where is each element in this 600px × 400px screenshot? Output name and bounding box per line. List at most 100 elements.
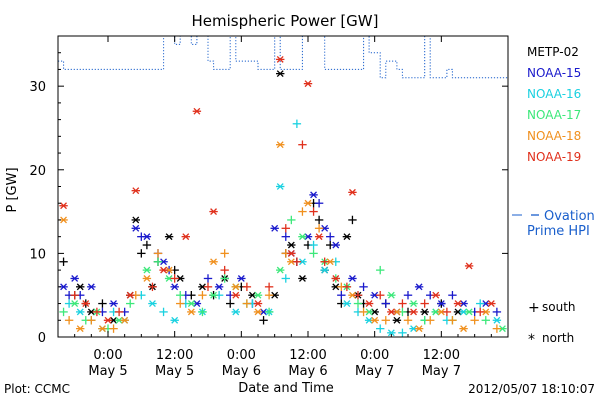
x-tick-date-label: May 6 — [222, 364, 261, 379]
point-north-s2 — [387, 329, 396, 337]
point-south-s2 — [309, 240, 318, 250]
star-stroke — [421, 308, 429, 316]
star-stroke — [115, 316, 123, 324]
star-stroke — [165, 275, 173, 282]
star-stroke — [387, 329, 395, 337]
point-south-s5 — [320, 257, 329, 266]
point-south-s5 — [309, 207, 318, 216]
star-stroke — [276, 141, 284, 149]
star-stroke — [332, 241, 340, 249]
footer-left: Plot: CCMC — [4, 382, 70, 396]
point-south-s3 — [481, 316, 490, 325]
point-south-s1 — [448, 290, 457, 300]
point-north-s4 — [209, 258, 218, 266]
star-stroke — [71, 300, 79, 307]
star-stroke — [482, 308, 490, 316]
star-stroke — [110, 316, 117, 324]
point-south-s2 — [159, 307, 168, 317]
point-north-s4 — [231, 283, 240, 291]
ovation-legend: Ovation Prime HPI — [512, 209, 595, 239]
star-stroke — [60, 216, 67, 224]
point-north-s5 — [131, 187, 140, 195]
point-north-s0 — [420, 308, 429, 316]
star-stroke — [132, 187, 140, 195]
star-stroke — [249, 291, 256, 299]
star-stroke — [232, 283, 240, 291]
legend-entry: NOAA-18 — [527, 129, 581, 143]
star-stroke — [160, 258, 167, 266]
star-stroke — [304, 80, 312, 88]
star-stroke — [232, 291, 240, 299]
point-north-s5 — [453, 300, 463, 307]
star-stroke — [465, 262, 473, 270]
point-south-s2 — [281, 274, 290, 283]
star-stroke — [276, 183, 284, 190]
point-south-s5 — [476, 307, 485, 317]
star-stroke — [371, 291, 379, 299]
point-south-s4 — [492, 324, 502, 333]
point-north-s5 — [276, 55, 285, 63]
point-north-s1 — [237, 275, 246, 282]
point-south-s0 — [226, 299, 235, 308]
star-stroke — [76, 283, 84, 291]
x-tick-time-label: 0:00 — [93, 348, 122, 363]
star-stroke — [254, 291, 262, 299]
point-south-s4 — [87, 316, 96, 325]
star-stroke — [437, 308, 445, 316]
ovation-legend-line2: Prime HPI — [527, 224, 590, 239]
point-south-s4 — [64, 316, 74, 325]
point-south-s0 — [348, 215, 357, 225]
point-south-s3 — [264, 307, 274, 317]
point-north-s0 — [131, 216, 140, 224]
symbol-key-north-label: north — [542, 331, 574, 345]
point-north-s5 — [209, 208, 218, 216]
point-north-s4 — [76, 325, 85, 333]
point-north-s5 — [287, 249, 296, 257]
star-stroke — [410, 308, 417, 316]
star-stroke — [199, 283, 206, 291]
point-north-s5 — [81, 300, 90, 307]
point-north-s1 — [142, 233, 152, 241]
point-north-s1 — [214, 283, 224, 291]
star-stroke — [387, 291, 395, 299]
star-stroke — [343, 300, 351, 307]
star-stroke — [232, 308, 240, 316]
point-north-s1 — [70, 275, 79, 282]
star-stroke — [365, 308, 373, 316]
star-stroke — [237, 275, 245, 282]
symbol-key-south-label: south — [542, 300, 576, 314]
point-south-s2 — [398, 328, 407, 338]
point-north-s0 — [298, 275, 307, 282]
star-stroke — [121, 316, 129, 324]
star-stroke — [187, 300, 195, 307]
point-north-s5 — [314, 233, 324, 241]
point-south-s5 — [442, 307, 452, 317]
point-north-s5 — [364, 300, 374, 307]
point-south-s3 — [220, 274, 229, 283]
point-south-s4 — [359, 307, 368, 317]
star-stroke — [299, 258, 306, 266]
star-stroke — [304, 199, 312, 207]
point-south-s3 — [198, 307, 207, 317]
point-south-s1 — [381, 299, 390, 308]
point-south-s0 — [259, 316, 268, 325]
star-stroke — [365, 300, 373, 307]
point-north-s4 — [120, 316, 129, 324]
star-stroke — [165, 233, 173, 241]
star-stroke — [87, 308, 95, 316]
y-tick-label: 10 — [29, 247, 46, 262]
point-north-s3 — [387, 291, 396, 299]
symbol-key-south-glyph: + — [528, 300, 540, 316]
point-south-s4 — [109, 324, 118, 333]
star-stroke — [460, 300, 467, 307]
star-stroke — [187, 308, 195, 316]
point-north-s1 — [131, 224, 140, 232]
point-south-s4 — [298, 207, 307, 216]
star-stroke — [143, 233, 151, 241]
point-south-s3 — [376, 265, 385, 275]
star-stroke — [104, 316, 112, 324]
footer-right: 2012/05/07 18:10:07 — [468, 382, 595, 396]
point-south-s5 — [203, 282, 213, 292]
star-stroke — [410, 300, 417, 307]
